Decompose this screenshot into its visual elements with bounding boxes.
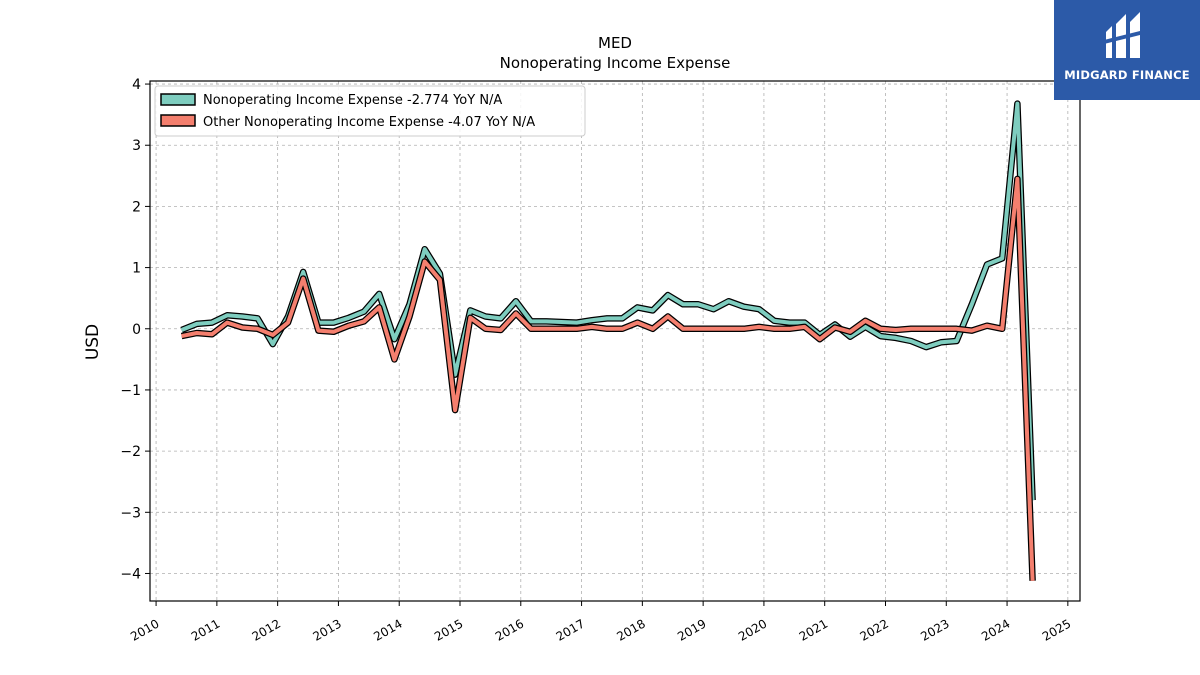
x-tick-label: 2018 xyxy=(614,616,647,643)
legend-box xyxy=(154,85,586,137)
chart-subtitle: Nonoperating Income Expense xyxy=(500,54,731,72)
series-line xyxy=(180,101,1035,501)
x-tick-label: 2020 xyxy=(736,616,769,643)
plot-frame xyxy=(149,80,1081,602)
y-tick-label: 2 xyxy=(132,199,141,215)
y-tick-label: 3 xyxy=(132,138,141,154)
grid xyxy=(150,81,1080,601)
series-line xyxy=(181,176,1035,581)
brand-logo-icon xyxy=(1104,12,1144,58)
brand-logo: MIDGARD FINANCE xyxy=(1054,0,1200,100)
y-tick-label: −4 xyxy=(120,566,141,582)
legend-label-other-nonoperating: Other Nonoperating Income Expense -4.07 … xyxy=(203,115,535,130)
x-tick-label: 2025 xyxy=(1040,616,1073,643)
y-tick-label: 0 xyxy=(132,322,141,338)
legend-label-nonoperating: Nonoperating Income Expense -2.774 YoY N… xyxy=(203,93,502,108)
x-tick-label: 2011 xyxy=(189,616,222,643)
x-tick-label: 2015 xyxy=(432,616,465,643)
x-tick-label: 2017 xyxy=(554,616,587,643)
y-tick-label: −2 xyxy=(120,444,141,460)
x-tick-label: 2012 xyxy=(250,616,283,643)
legend: Nonoperating Income Expense -2.774 YoY N… xyxy=(154,85,586,137)
x-axis: 2010 2011 2012 2013 2014 2015 2016 2017 2018 2019… xyxy=(128,601,1073,644)
x-tick-label: 2021 xyxy=(797,616,830,643)
legend-swatch-other-nonoperating xyxy=(160,114,196,127)
x-tick-label: 2022 xyxy=(858,616,891,643)
x-tick-label: 2016 xyxy=(493,616,526,643)
x-tick-label: 2010 xyxy=(128,616,161,643)
x-tick-label: 2019 xyxy=(675,616,708,643)
series-other-nonoperating-income-expense xyxy=(180,175,1036,581)
legend-swatch-nonoperating xyxy=(160,93,196,106)
y-tick-label: 4 xyxy=(132,77,141,93)
y-tick-label: −3 xyxy=(120,505,141,521)
series-nonoperating-income-expense xyxy=(180,100,1036,501)
series-line-outline xyxy=(180,175,1036,581)
chart-title: MED xyxy=(598,34,632,52)
y-tick-label: −1 xyxy=(120,383,141,399)
x-tick-label: 2023 xyxy=(918,616,951,643)
series-lines xyxy=(180,100,1036,581)
y-axis: −4 −3 −2 −1 0 1 2 3 4 xyxy=(120,77,150,582)
y-axis-label: USD xyxy=(83,324,103,360)
brand-logo-text: MIDGARD FINANCE xyxy=(1064,68,1190,82)
x-tick-label: 2014 xyxy=(371,616,404,643)
x-tick-label: 2024 xyxy=(979,616,1012,643)
x-tick-label: 2013 xyxy=(310,616,343,643)
y-tick-label: 1 xyxy=(132,261,141,277)
